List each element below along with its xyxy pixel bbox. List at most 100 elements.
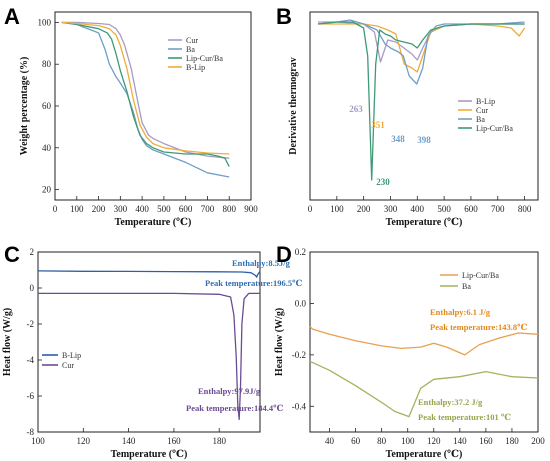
x-tick-label: 180 [505,436,519,446]
panel-letter: B [276,4,292,29]
x-tick-label: 140 [453,436,467,446]
y-tick-label: 20 [42,185,52,195]
x-tick-label: 700 [491,204,505,214]
legend-entry: Lip-Cur/Ba [476,124,513,133]
annotation-label: 230 [376,177,390,187]
series-line-cur [318,23,526,73]
annotation-label: 263 [349,104,363,114]
panel-C: C 100 120 140 160 180 2 0 -2 -4 -6 -8 Temperature (℃… [2,242,302,460]
x-tick-label: 40 [325,436,335,446]
legend-entry: Ba [186,45,195,54]
plot-frame [309,251,539,433]
panel-letter: D [276,242,292,267]
x-tick-label: 120 [427,436,441,446]
x-axis-label: Temperature (℃) [386,449,463,460]
annotation-label: Enthalpy:37.2 J/g [418,397,483,407]
plot-frame [37,251,261,433]
series-line-b-lip [61,21,230,155]
annotation-label: 348 [391,134,405,144]
annotation-label: Peak temperature:184.4℃ [186,403,283,413]
annotation-label: 398 [417,135,431,145]
x-tick-label: 400 [135,204,149,214]
x-tick-label: 300 [384,204,398,214]
x-tick-label: 400 [411,204,425,214]
y-axis-label: Weight percentage (%) [19,57,30,156]
annotation-label: Peak temperature:196.5℃ [205,278,302,288]
y-tick-label: -8 [27,427,35,437]
x-tick-label: 500 [157,204,171,214]
legend-entry: B-Lip [186,63,205,72]
panel-letter: C [4,242,20,267]
y-tick-label: -6 [27,391,35,401]
panel-letter: A [4,4,20,29]
x-tick-label: 800 [518,204,532,214]
panel-D: D 40 60 80 100 120 140 160 180 200 0.2 0.0 -0.2 -0.4 T… [274,242,545,460]
panel-A: A 0 100 200 300 400 500 600 700 800 900 20 40 60 80 100… [4,4,258,228]
y-axis-label: Derivative thermograv [288,57,299,154]
annotation-label: Peak temperature:101 ℃ [418,412,511,422]
series-line-lip-cur-ba [317,21,525,181]
y-tick-label: 40 [42,143,52,153]
x-tick-label: 100 [330,204,344,214]
y-tick-label: 80 [42,59,52,69]
x-tick-label: 60 [351,436,361,446]
x-tick-label: 300 [114,204,128,214]
annotation-label: Peak temperature:143.8℃ [430,322,527,332]
x-tick-label: 100 [31,436,45,446]
y-axis-label: Heat flow (W/g) [2,308,13,376]
x-tick-label: 80 [377,436,387,446]
x-tick-label: 200 [92,204,106,214]
y-tick-label: -0.4 [292,401,307,411]
x-axis-label: Temperature (℃) [111,449,188,460]
series-line-lip-cur-ba [61,21,230,167]
x-tick-label: 140 [122,436,136,446]
legend-entry: Ba [476,115,485,124]
legend-entry: B-Lip [62,351,81,360]
y-tick-label: 2 [30,247,35,257]
legend-entry: B-Lip [476,97,495,106]
x-tick-label: 600 [179,204,193,214]
x-tick-label: 600 [464,204,478,214]
x-tick-label: 900 [244,204,258,214]
series-line-ba [61,21,230,178]
x-tick-label: 120 [77,436,91,446]
x-tick-label: 700 [201,204,215,214]
series-line-ba [309,360,539,418]
x-axis-label: Temperature (℃) [386,217,463,228]
x-tick-label: 200 [357,204,371,214]
series-line-cur [61,21,230,159]
x-axis-label: Temperature (℃) [115,217,192,228]
plot-frame [309,11,539,201]
legend-entry: Cur [62,361,74,370]
series-line-b-lip [37,270,261,278]
x-tick-label: 200 [531,436,545,446]
panel-B: B 0 100 200 300 400 500 600 700 800 Temperature (℃… [276,4,539,228]
annotation-label: 351 [371,120,385,130]
y-axis-label: Heat flow (W/g) [274,308,285,376]
x-tick-label: 180 [212,436,226,446]
series-line-lip-cur-ba [309,326,539,356]
y-tick-label: 0 [30,283,35,293]
x-tick-label: 800 [222,204,236,214]
series-line-cur [38,292,260,421]
annotation-label: Enthalpy:8.5J/g [232,258,291,268]
annotation-label: Enthalpy:97.9J/g [198,386,261,396]
legend-entry: Lip-Cur/Ba [186,54,223,63]
y-tick-label: 0.2 [295,247,306,257]
y-tick-label: 0.0 [295,298,307,308]
x-tick-label: 0 [308,204,313,214]
x-tick-label: 160 [167,436,181,446]
y-tick-label: -4 [27,355,35,365]
y-tick-label: 100 [38,17,52,27]
y-tick-label: -2 [27,319,35,329]
x-tick-label: 100 [70,204,84,214]
x-tick-label: 160 [479,436,493,446]
series-line-ba [317,19,525,85]
x-tick-label: 0 [53,204,58,214]
legend-entry: Ba [462,282,471,291]
x-tick-label: 100 [401,436,415,446]
y-tick-label: 60 [42,101,52,111]
legend-entry: Cur [186,36,198,45]
legend-entry: Lip-Cur/Ba [462,271,499,280]
